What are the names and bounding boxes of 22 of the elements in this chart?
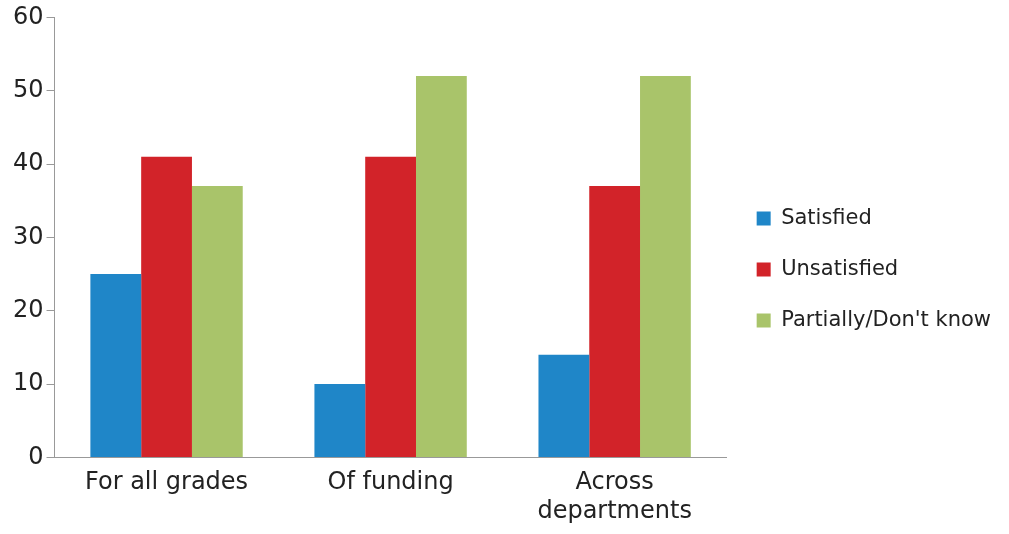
y-tick-label: 50 — [12, 74, 44, 103]
y-tick-label: 0 — [28, 441, 44, 470]
legend-label: Partially/Don't know — [781, 306, 992, 331]
y-tick-label: 20 — [12, 294, 44, 323]
y-tick-label: 30 — [12, 221, 44, 250]
y-tick-label: 10 — [12, 368, 44, 397]
y-tick-label: 60 — [12, 1, 44, 30]
legend-label: Unsatisfied — [781, 255, 899, 280]
bar — [365, 156, 416, 457]
bar — [90, 274, 142, 457]
bar — [314, 384, 366, 457]
x-tick-label: Across departments — [537, 467, 692, 524]
bar — [141, 156, 192, 457]
bar — [589, 186, 641, 457]
bar — [640, 76, 691, 457]
bar — [538, 354, 590, 457]
y-tick-label: 40 — [12, 148, 44, 177]
x-tick-label: For all grades — [85, 467, 249, 496]
x-tick-label: Of funding — [327, 467, 454, 496]
bar — [415, 76, 467, 457]
bar — [191, 186, 243, 457]
legend-label: Satisfied — [781, 204, 872, 229]
